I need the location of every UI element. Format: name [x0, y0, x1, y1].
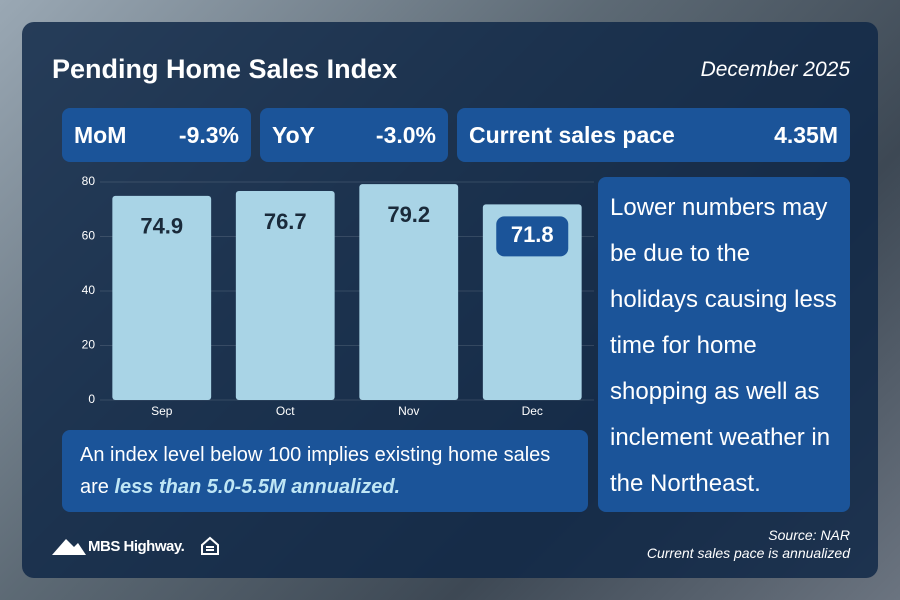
- stat-label: Current sales pace: [469, 121, 675, 148]
- logos: MBS Highway.: [52, 536, 220, 556]
- logo-text: MBS Highway.: [88, 537, 185, 555]
- stat-value: -9.3%: [178, 121, 239, 148]
- stat-label: YoY: [272, 121, 316, 148]
- y-tick-label: 20: [82, 338, 96, 352]
- note-box: An index level below 100 implies existin…: [62, 430, 588, 512]
- x-tick-label: Nov: [398, 404, 419, 418]
- x-tick-label: Sep: [151, 404, 173, 418]
- source: Source: NAR: [768, 527, 850, 543]
- footer: Source: NAR Current sales pace is annual…: [647, 526, 850, 562]
- equal-housing-icon: [201, 536, 220, 555]
- note-text: An index level below 100 implies existin…: [80, 444, 551, 498]
- stat-value: -3.0%: [375, 121, 436, 148]
- stat-box: Current sales pace 4.35M: [457, 108, 850, 162]
- logo-icon: [52, 539, 86, 555]
- bar: [359, 184, 459, 400]
- subtitle: December 2025: [700, 58, 850, 81]
- x-tick-label: Dec: [522, 404, 543, 418]
- value-label: 74.9: [140, 214, 183, 239]
- stat-box: MoM -9.3%: [62, 108, 251, 162]
- y-tick-label: 40: [82, 283, 96, 297]
- bar: [112, 195, 212, 400]
- footnote: Current sales pace is annualized: [646, 545, 850, 561]
- bar: [235, 190, 335, 400]
- value-label: 76.7: [264, 209, 307, 234]
- value-label: 71.8: [511, 222, 554, 247]
- commentary: Lower numbers may be due to the holidays…: [610, 194, 837, 497]
- x-tick-label: Oct: [276, 404, 295, 418]
- commentary-box: Lower numbers may be due to the holidays…: [598, 177, 850, 512]
- value-label-box: [496, 216, 569, 257]
- y-tick-label: 60: [82, 229, 96, 243]
- y-tick-label: 0: [88, 392, 95, 406]
- stat-value: 4.35M: [774, 121, 838, 148]
- y-tick-label: 80: [82, 174, 96, 188]
- title: Pending Home Sales Index: [52, 54, 398, 84]
- value-label: 79.2: [387, 202, 430, 227]
- stat-label: MoM: [74, 121, 127, 148]
- note-emphasis: less than 5.0-5.5M annualized.: [114, 476, 401, 498]
- stat-box: YoY -3.0%: [260, 108, 448, 162]
